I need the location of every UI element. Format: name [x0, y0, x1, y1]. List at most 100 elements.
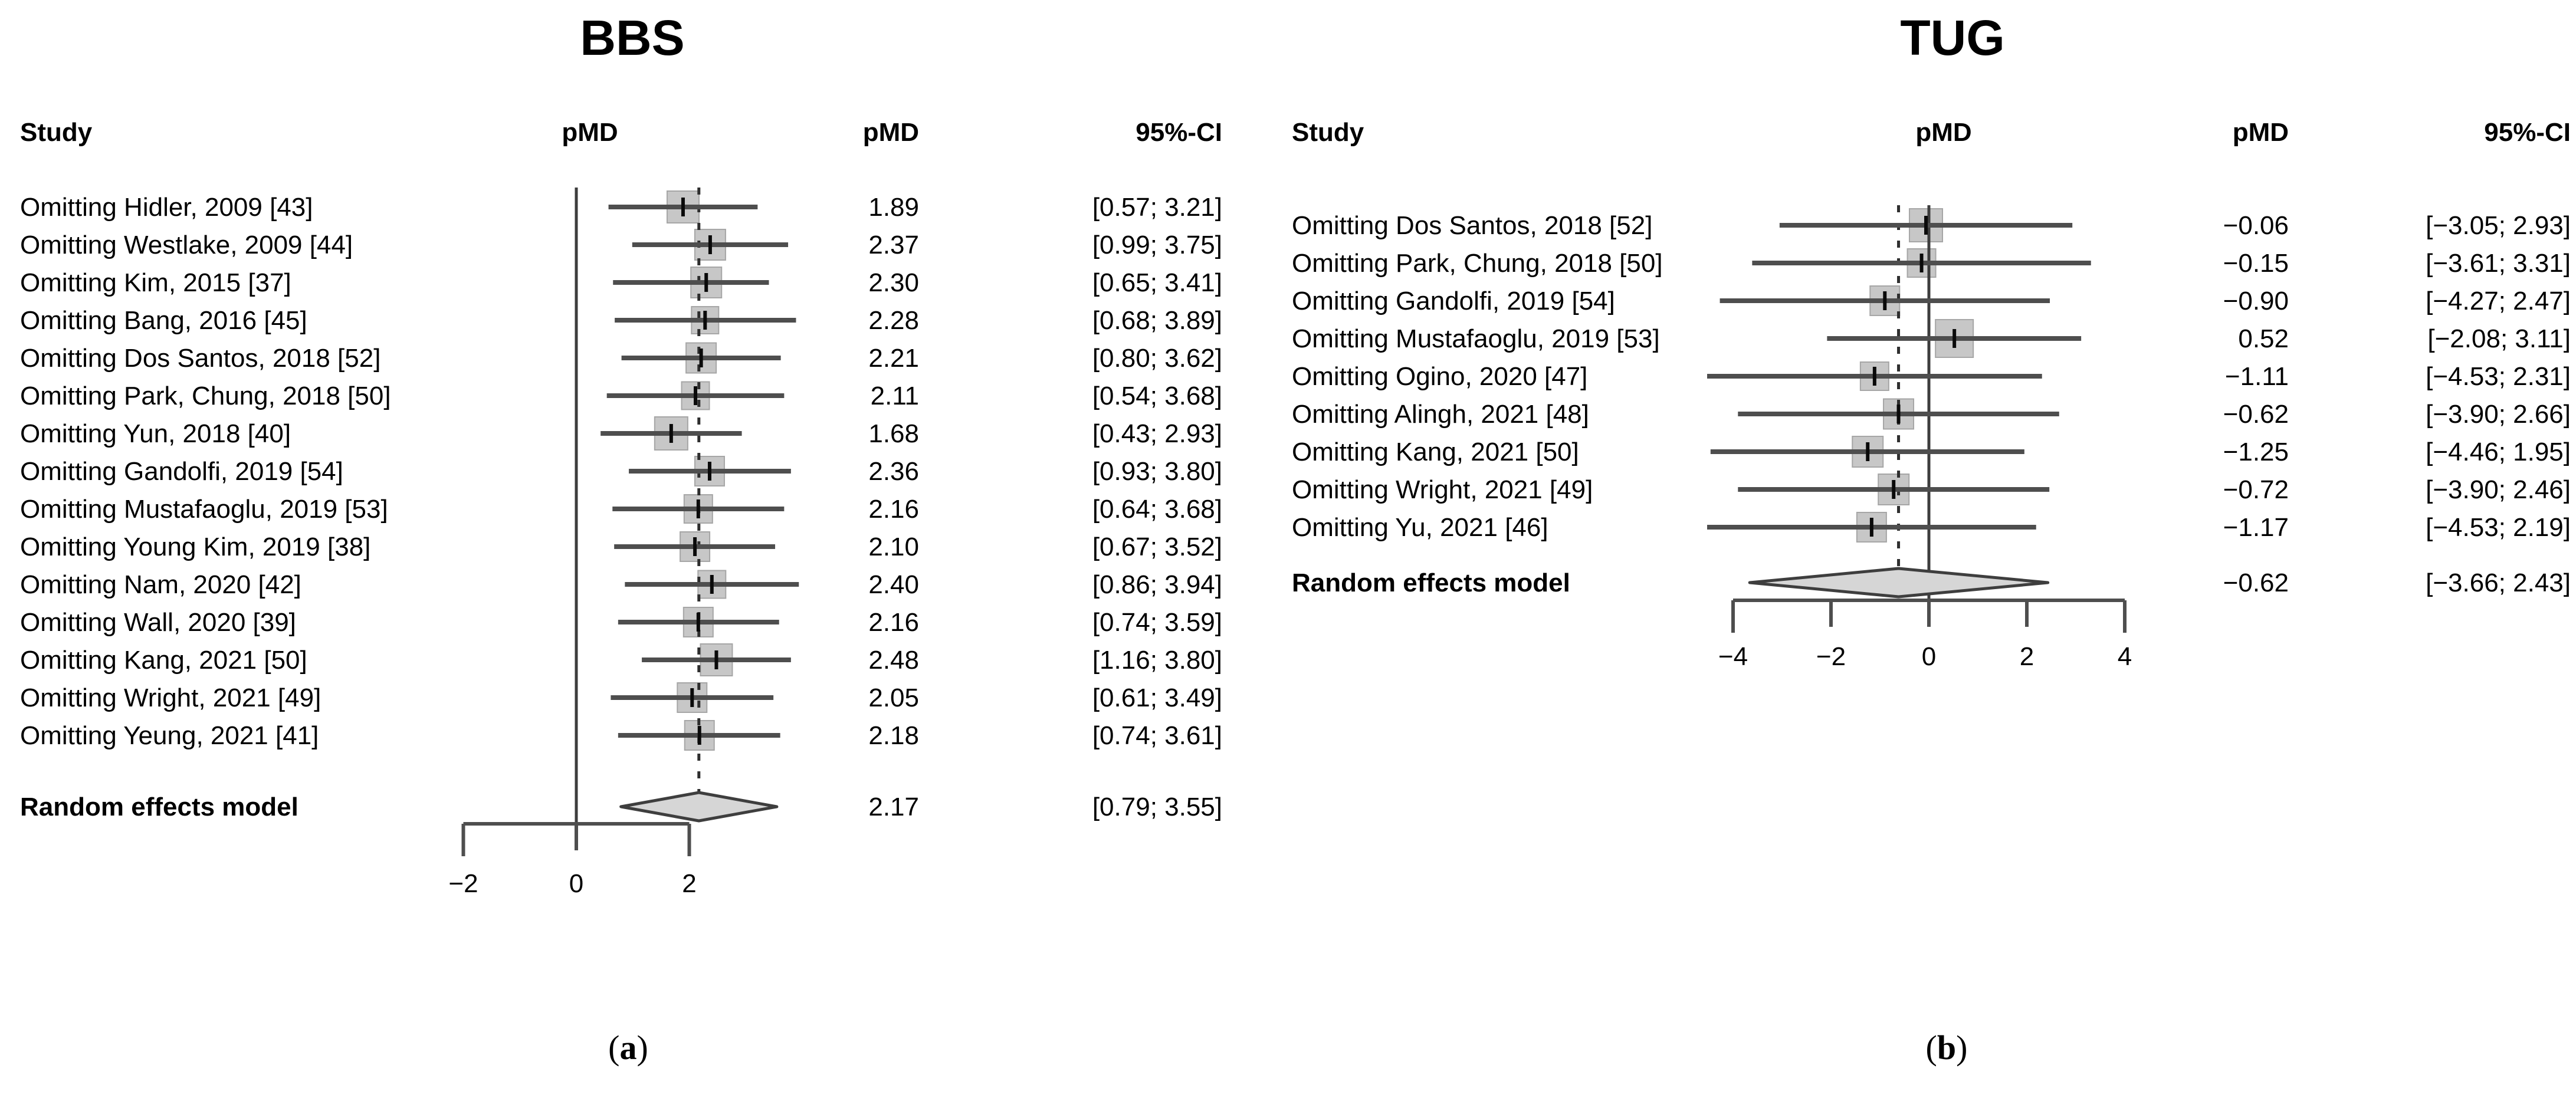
study-ci-value: [0.64; 3.68] [1092, 495, 1222, 524]
x-axis-tick-label: 2 [682, 869, 697, 898]
caption-paren: ) [1956, 1028, 1968, 1067]
summary-diamond [1748, 567, 2050, 599]
study-pmd-value: 1.68 [868, 419, 919, 448]
study-label: Omitting Yu, 2021 [46] [1292, 513, 1548, 542]
study-label: Omitting Bang, 2016 [45] [20, 306, 307, 335]
study-label: Omitting Gandolfi, 2019 [54] [20, 457, 343, 486]
study-label: Omitting Hidler, 2009 [43] [20, 193, 313, 222]
study-ci-value: [0.54; 3.68] [1092, 382, 1222, 410]
study-ci-value: [−3.90; 2.66] [2426, 400, 2571, 429]
column-header-pmd-value: pMD [862, 118, 919, 147]
study-pmd-value: −0.15 [2223, 249, 2289, 278]
study-ci-value: [0.74; 3.61] [1092, 721, 1222, 750]
x-axis-tick-label: 0 [1921, 642, 1937, 671]
study-ci-value: [0.74; 3.59] [1092, 608, 1222, 637]
column-header-ci: 95%-CI [1136, 118, 1222, 147]
column-header-pmd-value: pMD [2232, 118, 2289, 147]
study-ci-value: [0.86; 3.94] [1092, 570, 1222, 599]
study-label: Omitting Kang, 2021 [50] [1292, 438, 1579, 466]
study-label: Omitting Wright, 2021 [49] [1292, 475, 1593, 504]
study-pmd-value: −0.62 [2223, 400, 2289, 429]
study-ci-value: [−3.90; 2.46] [2426, 475, 2571, 504]
study-label: Omitting Wall, 2020 [39] [20, 608, 296, 637]
study-pmd-value: 2.05 [868, 683, 919, 712]
caption-letter: a [619, 1028, 637, 1067]
summary-ci-value: [−3.66; 2.43] [2426, 568, 2571, 597]
study-label: Omitting Park, Chung, 2018 [50] [20, 382, 391, 410]
study-pmd-value: 2.11 [870, 382, 919, 410]
study-ci-value: [0.43; 2.93] [1092, 419, 1222, 448]
study-label: Omitting Dos Santos, 2018 [52] [1292, 211, 1653, 240]
study-ci-value: [−4.53; 2.19] [2426, 513, 2571, 542]
study-label: Omitting Yun, 2018 [40] [20, 419, 291, 448]
study-pmd-value: 1.89 [868, 193, 919, 222]
study-pmd-value: 2.10 [868, 532, 919, 561]
study-ci-value: [0.57; 3.21] [1092, 193, 1222, 222]
study-pmd-value: −0.90 [2223, 287, 2289, 315]
study-ci-value: [0.93; 3.80] [1092, 457, 1222, 486]
study-label: Omitting Westlake, 2009 [44] [20, 231, 353, 259]
x-axis-tick-label: 4 [2117, 642, 2132, 671]
study-pmd-value: −1.11 [2224, 362, 2289, 391]
study-pmd-value: −0.06 [2223, 211, 2289, 240]
study-pmd-value: 2.16 [868, 495, 919, 524]
study-label: Omitting Mustafaoglu, 2019 [53] [1292, 324, 1660, 353]
study-pmd-value: 2.37 [868, 231, 919, 259]
study-pmd-value: 2.40 [868, 570, 919, 599]
study-pmd-value: 2.36 [868, 457, 919, 486]
panel-title-tug: TUG [1900, 10, 2005, 65]
figure-caption-a: (a) [540, 1031, 717, 1065]
caption-letter: b [1937, 1028, 1957, 1067]
caption-paren: ( [1925, 1028, 1937, 1067]
summary-diamond [619, 791, 779, 823]
summary-label: Random effects model [1292, 568, 1570, 597]
study-label: Omitting Young Kim, 2019 [38] [20, 532, 371, 561]
panel-title-bbs: BBS [580, 10, 685, 65]
study-ci-value: [−3.05; 2.93] [2426, 211, 2571, 240]
study-pmd-value: 0.52 [2238, 324, 2289, 353]
summary-pmd-value: −0.62 [2223, 568, 2289, 597]
study-pmd-value: 2.16 [868, 608, 919, 637]
study-pmd-value: 2.21 [868, 344, 919, 373]
study-label: Omitting Ogino, 2020 [47] [1292, 362, 1588, 391]
study-ci-value: [−3.61; 3.31] [2426, 249, 2571, 278]
figure-caption-b: (b) [1858, 1031, 2035, 1065]
study-label: Omitting Alingh, 2021 [48] [1292, 400, 1589, 429]
study-label: Omitting Yeung, 2021 [41] [20, 721, 319, 750]
study-ci-value: [0.68; 3.89] [1092, 306, 1222, 335]
study-pmd-value: 2.30 [868, 268, 919, 297]
study-label: Omitting Gandolfi, 2019 [54] [1292, 287, 1615, 315]
study-ci-value: [0.80; 3.62] [1092, 344, 1222, 373]
study-ci-value: [−4.46; 1.95] [2426, 438, 2571, 466]
study-pmd-value: 2.18 [868, 721, 919, 750]
x-axis-tick-label: −2 [448, 869, 478, 898]
study-ci-value: [−4.27; 2.47] [2426, 287, 2571, 315]
study-ci-value: [0.65; 3.41] [1092, 268, 1222, 297]
study-label: Omitting Dos Santos, 2018 [52] [20, 344, 381, 373]
study-ci-value: [−2.08; 3.11] [2427, 324, 2571, 353]
study-pmd-value: −0.72 [2223, 475, 2289, 504]
study-pmd-value: −1.25 [2223, 438, 2289, 466]
x-axis-tick-label: 0 [569, 869, 584, 898]
column-header-pmd-plot: pMD [1915, 118, 1972, 147]
study-ci-value: [0.67; 3.52] [1092, 532, 1222, 561]
column-header-ci: 95%-CI [2484, 118, 2571, 147]
column-header-pmd-plot: pMD [562, 118, 618, 147]
x-axis-tick-label: −4 [1718, 642, 1748, 671]
summary-label: Random effects model [20, 793, 298, 821]
study-pmd-value: 2.28 [868, 306, 919, 335]
column-header-study: Study [20, 118, 93, 147]
study-label: Omitting Park, Chung, 2018 [50] [1292, 249, 1663, 278]
summary-ci-value: [0.79; 3.55] [1092, 793, 1222, 821]
study-label: Omitting Mustafaoglu, 2019 [53] [20, 495, 388, 524]
study-label: Omitting Wright, 2021 [49] [20, 683, 321, 712]
study-ci-value: [0.61; 3.49] [1092, 683, 1222, 712]
study-label: Omitting Kim, 2015 [37] [20, 268, 291, 297]
study-label: Omitting Kang, 2021 [50] [20, 646, 307, 675]
study-pmd-value: −1.17 [2223, 513, 2289, 542]
study-ci-value: [0.99; 3.75] [1092, 231, 1222, 259]
summary-pmd-value: 2.17 [868, 793, 919, 821]
column-header-study: Study [1292, 118, 1364, 147]
